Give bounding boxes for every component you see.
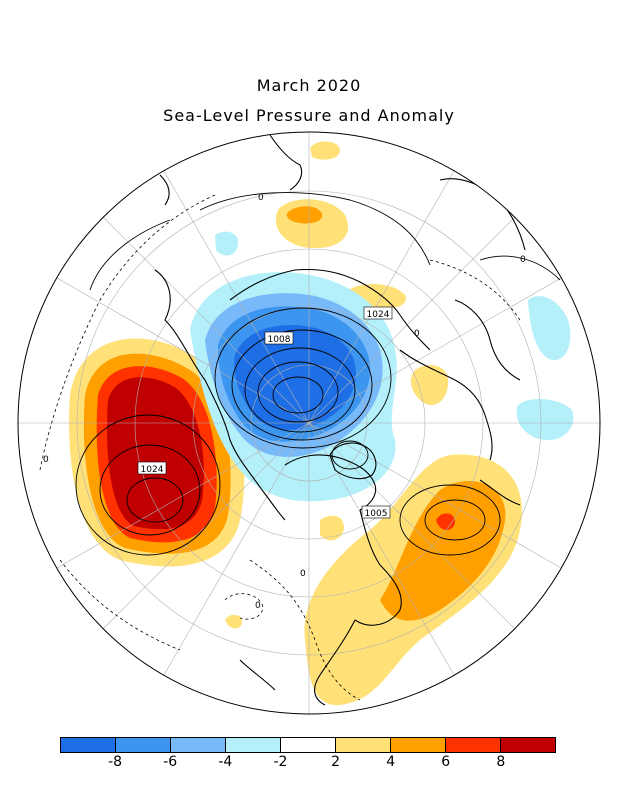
anomaly-positive-pacific-small bbox=[225, 614, 242, 629]
colorbar-tick-7: 8 bbox=[496, 754, 506, 770]
anomaly-positive-atlantic-4 bbox=[380, 481, 506, 621]
anomaly-negative-europe-2b bbox=[516, 398, 574, 441]
colorbar-tick-0: -8 bbox=[108, 754, 123, 770]
colorbar-tick-2: -4 bbox=[218, 754, 233, 770]
colorbar-swatch-2 bbox=[171, 738, 226, 752]
colorbar-swatch-7 bbox=[446, 738, 501, 752]
zero-label-2: 0 bbox=[520, 255, 526, 265]
contour-labels: 1008 1024 1024 1005 0 0 0 0 0 0 bbox=[43, 193, 526, 611]
colorbar-tick-3: -2 bbox=[273, 754, 288, 770]
zero-label-6: 0 bbox=[414, 329, 420, 339]
zero-label-5: 0 bbox=[255, 601, 261, 611]
colorbar-tick-1: -6 bbox=[163, 754, 178, 770]
colorbar-tick-6: 6 bbox=[441, 754, 451, 770]
colorbar-swatch-4 bbox=[281, 738, 336, 752]
anomaly-positive-europe-2 bbox=[410, 365, 449, 405]
anomaly-negative-asia-2 bbox=[215, 231, 239, 256]
colorbar-swatch-6 bbox=[391, 738, 446, 752]
contour-label-1005: 1005 bbox=[365, 509, 388, 519]
anomaly-positive-atlantic-6 bbox=[436, 513, 455, 530]
contour-label-atlantic-1024: 1024 bbox=[367, 310, 390, 320]
colorbar-tick-4: 2 bbox=[331, 754, 341, 770]
colorbar-swatch-3 bbox=[226, 738, 281, 752]
anomaly-positive-pacific-8 bbox=[107, 377, 204, 530]
colorbar-swatch-1 bbox=[116, 738, 171, 752]
anomaly-negative-greenland-2 bbox=[261, 465, 306, 497]
anomaly-positive-central-2 bbox=[320, 515, 344, 541]
chart-title: March 2020 bbox=[256, 76, 362, 95]
contour-label-1008: 1008 bbox=[268, 335, 291, 345]
zero-label-3: 0 bbox=[43, 455, 49, 465]
anomaly-positive-asia-4 bbox=[286, 206, 323, 224]
map-border bbox=[17, 131, 601, 715]
anomaly-positive-asia-2 bbox=[275, 199, 349, 249]
pressure-contours bbox=[75, 192, 561, 556]
anomaly-positive-top-2 bbox=[310, 141, 340, 160]
coastlines bbox=[154, 134, 526, 706]
contour-label-pacific-1024: 1024 bbox=[141, 465, 164, 475]
colorbar bbox=[60, 737, 556, 753]
zero-contours bbox=[39, 194, 521, 701]
chart-subtitle: Sea-Level Pressure and Anomaly bbox=[163, 106, 455, 125]
colorbar-swatch-8 bbox=[501, 738, 555, 752]
zero-label-4: 0 bbox=[300, 569, 306, 579]
zero-label-1: 0 bbox=[258, 193, 264, 203]
colorbar-tick-5: 4 bbox=[386, 754, 396, 770]
colorbar-swatch-0 bbox=[61, 738, 116, 752]
colorbar-swatch-5 bbox=[336, 738, 391, 752]
anomaly-negative-europe-2 bbox=[528, 296, 571, 361]
